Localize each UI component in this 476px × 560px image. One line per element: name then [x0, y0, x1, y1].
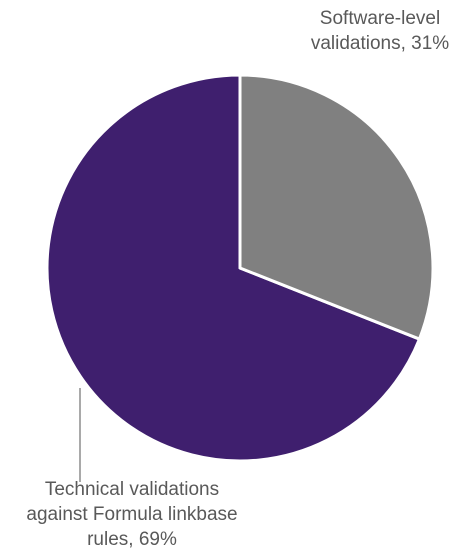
slice-label: Software-level validations, 31% [310, 8, 450, 54]
slice-label: Technical validations against Formula li… [26, 479, 238, 550]
pie-slice [238, 73, 435, 341]
pie-slice [45, 73, 421, 463]
